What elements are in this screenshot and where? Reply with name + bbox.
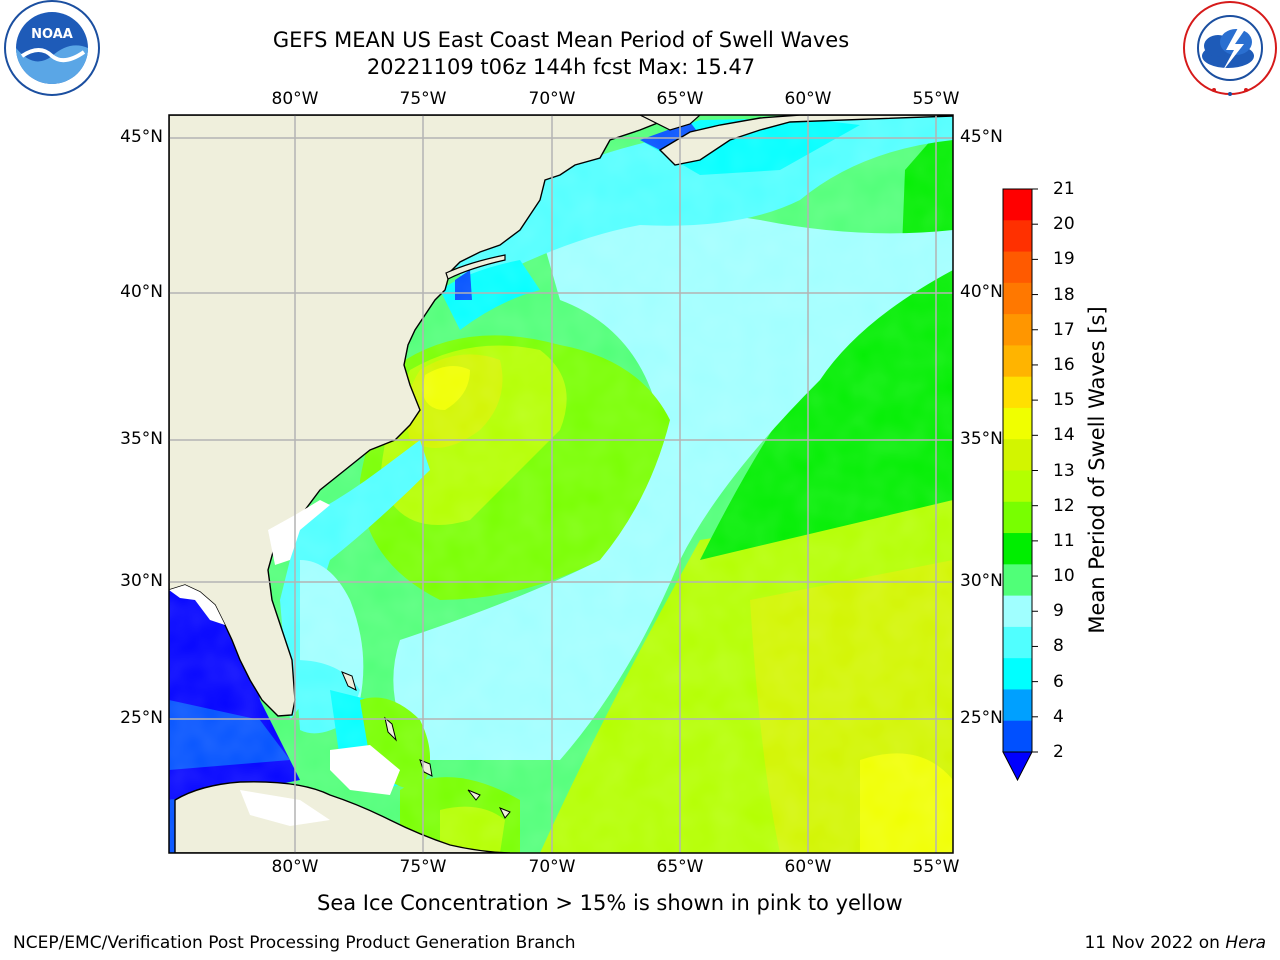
colorbar-tick-label: 8 (1053, 636, 1064, 657)
chart-title: GEFS MEAN US East Coast Mean Period of S… (272, 28, 850, 52)
colorbar-label: Mean Period of Swell Waves [s] (1085, 306, 1109, 634)
lat-label-left: 35°N (120, 429, 163, 449)
colorbar-tick-label: 13 (1053, 460, 1075, 481)
colorbar-tick-label: 15 (1053, 390, 1075, 411)
colorbar (1002, 188, 1038, 782)
footer-date-text: 11 Nov 2022 on (1084, 933, 1226, 953)
lon-label-bottom: 55°W (912, 857, 960, 877)
footer-host: Hera (1225, 933, 1266, 953)
colorbar-extend-triangle (1002, 751, 1033, 782)
lon-label-bottom: 75°W (399, 857, 447, 877)
colorbar-band (1003, 533, 1032, 565)
colorbar-band (1003, 626, 1032, 659)
colorbar-band (1003, 564, 1032, 597)
lat-label-left: 40°N (120, 282, 163, 302)
colorbar-tick-label: 16 (1053, 354, 1075, 375)
colorbar-tick-label: 19 (1053, 249, 1075, 270)
sea-ice-note: Sea Ice Concentration > 15% is shown in … (317, 891, 903, 915)
lat-label-left: 30°N (120, 571, 163, 591)
lon-label-top: 65°W (656, 89, 704, 109)
lon-label-bottom: 70°W (528, 857, 576, 877)
colorbar-band (1003, 658, 1032, 690)
lon-label-bottom: 80°W (271, 857, 319, 877)
colorbar-tick-label: 21 (1053, 179, 1075, 199)
colorbar-tick-label: 4 (1053, 706, 1064, 727)
colorbar-band (1003, 720, 1032, 753)
footer-date: 11 Nov 2022 on Hera (1084, 933, 1266, 953)
nws-logo (1183, 1, 1277, 96)
chart-subtitle: 20221109 t06z 144h fcst Max: 15.47 (366, 55, 756, 79)
colorbar-band (1003, 376, 1032, 409)
lat-label-right: 30°N (960, 571, 1003, 591)
lon-label-top: 70°W (528, 89, 576, 109)
noaa-logo: NOAA (4, 0, 100, 96)
lat-label-right: 25°N (960, 708, 1003, 728)
lon-label-top: 55°W (912, 89, 960, 109)
lon-label-top: 80°W (271, 89, 319, 109)
colorbar-band (1003, 407, 1032, 440)
colorbar-tick-label: 9 (1053, 601, 1064, 622)
colorbar-band (1003, 470, 1032, 503)
colorbar-band (1003, 282, 1032, 315)
lon-label-bottom: 60°W (784, 857, 832, 877)
colorbar-tick-label: 2 (1053, 742, 1064, 762)
lat-label-right: 35°N (960, 429, 1003, 449)
colorbar-tick-label: 20 (1053, 214, 1075, 235)
svg-text:NOAA: NOAA (31, 27, 73, 42)
map-field (169, 115, 953, 853)
colorbar-band (1003, 220, 1032, 253)
colorbar-band (1003, 501, 1032, 534)
colorbar-band (1003, 189, 1032, 221)
graticule (169, 115, 953, 853)
colorbar-tick-label: 14 (1053, 425, 1075, 446)
footer-credit: NCEP/EMC/Verification Post Processing Pr… (13, 933, 576, 953)
lon-label-top: 60°W (784, 89, 832, 109)
colorbar-band (1003, 345, 1032, 378)
colorbar-tick-label: 18 (1053, 284, 1075, 305)
colorbar-band (1003, 439, 1032, 471)
colorbar-tick-label: 11 (1053, 530, 1075, 551)
colorbar-band (1003, 689, 1032, 722)
map-frame (168, 114, 954, 854)
colorbar-band (1003, 595, 1032, 628)
colorbar-tick-label: 12 (1053, 495, 1075, 516)
lat-label-left: 25°N (120, 708, 163, 728)
colorbar-tick-label: 10 (1053, 566, 1075, 587)
colorbar-band (1003, 251, 1032, 284)
lat-label-right: 40°N (960, 282, 1003, 302)
colorbar-tick-label: 6 (1053, 671, 1064, 692)
colorbar-tick-label: 17 (1053, 319, 1075, 340)
colorbar-band (1003, 314, 1032, 346)
lat-label-left: 45°N (120, 127, 163, 147)
lon-label-top: 75°W (399, 89, 447, 109)
lon-label-bottom: 65°W (656, 857, 704, 877)
lat-label-right: 45°N (960, 127, 1003, 147)
